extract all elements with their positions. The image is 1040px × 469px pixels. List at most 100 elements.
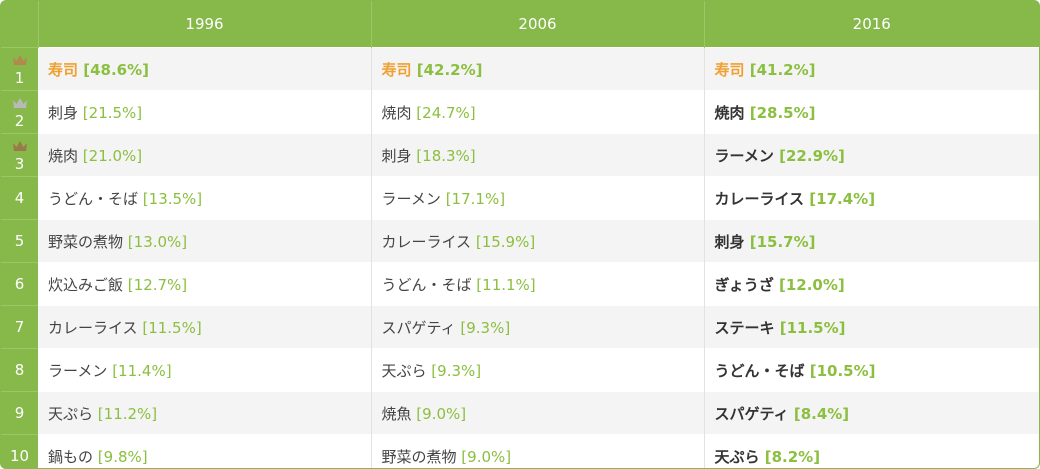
- dish-percentage: [42.2%]: [416, 60, 483, 79]
- ranking-cell-2016: カレーライス [17.4%]: [704, 176, 1039, 220]
- dish-percentage: [21.0%]: [82, 146, 143, 165]
- ranking-cell-2016: ステーキ [11.5%]: [704, 305, 1039, 349]
- dish-percentage: [11.4%]: [112, 361, 172, 380]
- dish-name: スパゲティ: [714, 404, 789, 423]
- ranking-cell-1996: 野菜の煮物 [13.0%]: [38, 219, 372, 263]
- rank-number: 6: [14, 275, 25, 293]
- ranking-cell-1996: 寿司 [48.6%]: [38, 47, 372, 91]
- ranking-cell-2006: 刺身 [18.3%]: [371, 133, 705, 177]
- dish-percentage: [11.1%]: [476, 275, 536, 294]
- dish-name: 焼魚: [381, 404, 412, 423]
- rank-number: 5: [14, 232, 25, 250]
- dish-name: 天ぷら: [381, 361, 427, 380]
- dish-percentage: [12.7%]: [127, 275, 188, 294]
- dish-name: 炊込みご飯: [48, 275, 124, 294]
- ranking-cell-1996: ラーメン [11.4%]: [38, 348, 372, 392]
- dish-percentage: [18.3%]: [416, 146, 476, 165]
- dish-percentage: [9.3%]: [431, 361, 482, 380]
- dish-percentage: [8.4%]: [793, 404, 850, 423]
- dish-name: 焼肉: [48, 146, 79, 165]
- dish-percentage: [11.5%]: [142, 318, 202, 337]
- dish-percentage: [28.5%]: [749, 103, 816, 122]
- ranking-cell-2016: 焼肉 [28.5%]: [704, 90, 1039, 134]
- column-header-2016: 2016: [704, 1, 1039, 48]
- rank-number: 4: [14, 189, 25, 207]
- dish-percentage: [17.4%]: [809, 189, 876, 208]
- ranking-cell-2006: うどん・そば [11.1%]: [371, 262, 705, 306]
- dish-percentage: [15.9%]: [475, 232, 536, 251]
- dish-name: うどん・そば: [714, 361, 805, 380]
- dish-name: 天ぷら: [48, 404, 94, 423]
- ranking-cell-2016: 刺身 [15.7%]: [704, 219, 1039, 263]
- ranking-cell-2006: 野菜の煮物 [9.0%]: [371, 434, 705, 468]
- column-header-2006: 2006: [371, 1, 705, 48]
- ranking-cell-1996: 天ぷら [11.2%]: [38, 391, 372, 435]
- table-row: 1 寿司 [48.6%] 寿司 [42.2%] 寿司 [41.2%]: [1, 47, 1039, 91]
- dish-name: スパゲティ: [381, 318, 456, 337]
- ranking-cell-2006: カレーライス [15.9%]: [371, 219, 705, 263]
- dish-name: 刺身: [714, 232, 745, 251]
- silver-crown-icon: [13, 98, 27, 108]
- rank-cell: 1: [1, 47, 38, 91]
- dish-percentage: [21.5%]: [82, 103, 143, 122]
- dish-name: 鍋もの: [48, 447, 94, 466]
- ranking-cell-1996: 鍋もの [9.8%]: [38, 434, 372, 468]
- ranking-cell-2016: ラーメン [22.9%]: [704, 133, 1039, 177]
- table-row: 8 ラーメン [11.4%] 天ぷら [9.3%] うどん・そば [10.5%]: [1, 348, 1039, 392]
- ranking-cell-1996: 刺身 [21.5%]: [38, 90, 372, 134]
- ranking-cell-2016: スパゲティ [8.4%]: [704, 391, 1039, 435]
- ranking-cell-2016: ぎょうざ [12.0%]: [704, 262, 1039, 306]
- ranking-cell-2006: 寿司 [42.2%]: [371, 47, 705, 91]
- dish-percentage: [9.3%]: [460, 318, 511, 337]
- rank-cell: 6: [1, 262, 38, 306]
- table-row: 9 天ぷら [11.2%] 焼魚 [9.0%] スパゲティ [8.4%]: [1, 391, 1039, 435]
- dish-name: 野菜の煮物: [381, 447, 457, 466]
- ranking-cell-1996: 焼肉 [21.0%]: [38, 133, 372, 177]
- rank-cell: 10: [1, 434, 38, 468]
- ranking-cell-2006: 天ぷら [9.3%]: [371, 348, 705, 392]
- ranking-cell-2006: 焼魚 [9.0%]: [371, 391, 705, 435]
- dish-name: カレーライス: [381, 232, 472, 251]
- rank-cell: 7: [1, 305, 38, 349]
- gold-crown-icon: [13, 55, 27, 65]
- dish-percentage: [11.5%]: [779, 318, 846, 337]
- rank-cell: 3: [1, 133, 38, 177]
- rank-number: 7: [14, 318, 25, 336]
- rank-cell: 5: [1, 219, 38, 263]
- dish-percentage: [9.0%]: [461, 447, 512, 466]
- table-row: 10 鍋もの [9.8%] 野菜の煮物 [9.0%] 天ぷら [8.2%]: [1, 434, 1039, 468]
- ranking-cell-1996: 炊込みご飯 [12.7%]: [38, 262, 372, 306]
- rank-cell: 4: [1, 176, 38, 220]
- dish-percentage: [24.7%]: [416, 103, 476, 122]
- dish-name: うどん・そば: [381, 275, 472, 294]
- rank-number: 1: [14, 69, 25, 87]
- ranking-cell-1996: カレーライス [11.5%]: [38, 305, 372, 349]
- dish-name: 焼肉: [381, 103, 412, 122]
- table-row: 6 炊込みご飯 [12.7%] うどん・そば [11.1%] ぎょうざ [12.0%]: [1, 262, 1039, 306]
- dish-percentage: [13.5%]: [142, 189, 203, 208]
- dish-percentage: [11.2%]: [97, 404, 158, 423]
- dish-name: 刺身: [381, 146, 412, 165]
- dish-name: ラーメン: [381, 189, 441, 208]
- rank-number: 3: [14, 155, 25, 173]
- rank-cell: 9: [1, 391, 38, 435]
- dish-name: カレーライス: [48, 318, 138, 337]
- header-row: 1996 2006 2016: [1, 1, 1039, 48]
- rank-number: 2: [14, 112, 25, 130]
- dish-percentage: [22.9%]: [779, 146, 845, 165]
- ranking-cell-2016: 寿司 [41.2%]: [704, 47, 1039, 91]
- rank-cell: 8: [1, 348, 38, 392]
- table-row: 5 野菜の煮物 [13.0%] カレーライス [15.9%] 刺身 [15.7%]: [1, 219, 1039, 263]
- dish-percentage: [48.6%]: [83, 60, 149, 79]
- ranking-cell-1996: うどん・そば [13.5%]: [38, 176, 372, 220]
- dish-name: 野菜の煮物: [48, 232, 124, 251]
- ranking-cell-2016: 天ぷら [8.2%]: [704, 434, 1039, 468]
- ranking-cell-2006: ラーメン [17.1%]: [371, 176, 705, 220]
- table-row: 3 焼肉 [21.0%] 刺身 [18.3%] ラーメン [22.9%]: [1, 133, 1039, 177]
- column-header-1996: 1996: [38, 1, 372, 48]
- dish-percentage: [9.0%]: [416, 404, 467, 423]
- dish-percentage: [8.2%]: [764, 447, 821, 466]
- table-row: 4 うどん・そば [13.5%] ラーメン [17.1%] カレーライス [17.4%…: [1, 176, 1039, 220]
- dish-percentage: [12.0%]: [779, 275, 845, 294]
- rank-cell: 2: [1, 90, 38, 134]
